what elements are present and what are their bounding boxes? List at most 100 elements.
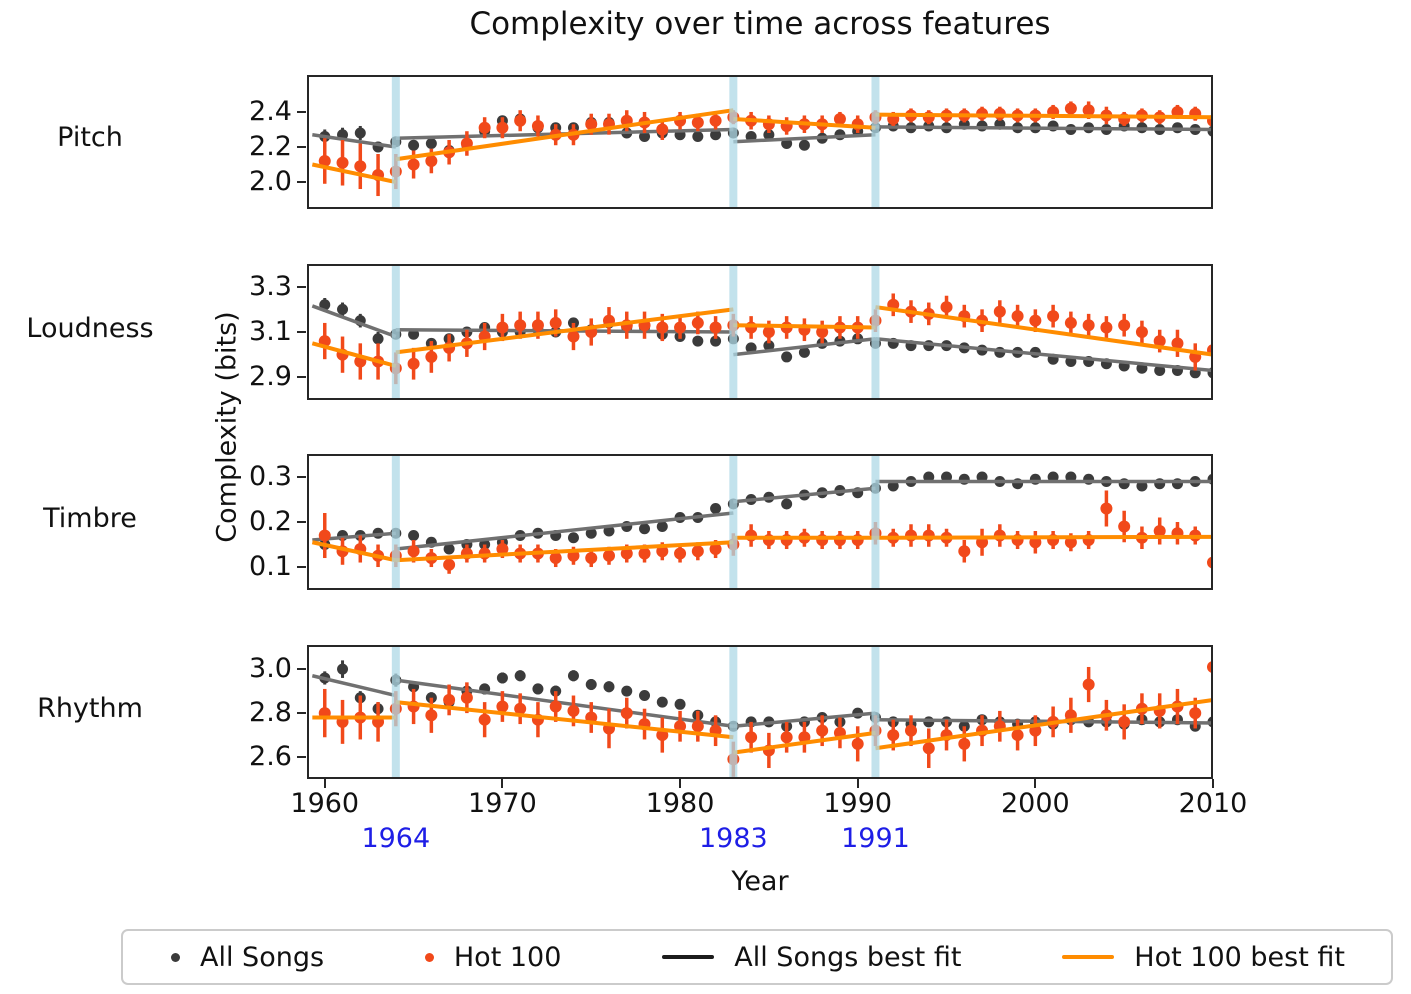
fit-line [311, 341, 397, 368]
fit-line [733, 337, 876, 357]
y-tick-mark [297, 376, 306, 379]
data-point [923, 471, 935, 483]
fit-line [875, 534, 1213, 540]
y-tick-mark [297, 521, 306, 523]
event-band-1964 [391, 75, 400, 209]
fit-line [395, 700, 734, 740]
data-point [1082, 104, 1095, 117]
y-tick-label: 2.2 [249, 130, 292, 162]
data-point [1118, 319, 1131, 332]
event-band-1964 [391, 645, 400, 779]
plot-border [307, 75, 1213, 209]
data-point [798, 731, 811, 744]
data-point [691, 116, 704, 129]
panel-loudness [307, 264, 1213, 400]
x-tick-mark [501, 779, 504, 788]
data-point [674, 720, 687, 733]
data-point [691, 316, 704, 329]
y-tick-label: 0.3 [249, 460, 292, 492]
data-point [496, 321, 509, 334]
data-point [408, 530, 420, 542]
event-band-1983 [729, 645, 738, 779]
panel-pitch [307, 75, 1213, 209]
fit-line [312, 132, 397, 149]
data-point [1171, 337, 1184, 350]
y-tick-mark [297, 712, 306, 715]
rhythm-plot [307, 645, 1213, 779]
y-tick-mark [297, 145, 306, 148]
data-point [425, 155, 438, 168]
data-point [443, 693, 456, 706]
data-point [585, 118, 598, 131]
data-point [709, 543, 722, 556]
data-point [709, 114, 722, 127]
fit-line [875, 305, 1213, 357]
data-point [496, 672, 508, 684]
data-point [567, 330, 580, 343]
event-band-1991 [871, 454, 880, 590]
fit-line [733, 486, 876, 504]
data-point [478, 713, 491, 726]
data-point [674, 321, 687, 334]
data-point [372, 333, 384, 345]
data-point [656, 321, 669, 334]
row-label-loudness: Loudness [26, 313, 154, 344]
data-point [514, 114, 527, 127]
x-tick-mark [1034, 779, 1037, 788]
data-point [1047, 471, 1059, 483]
y-tick-label: 2.4 [249, 95, 292, 127]
x-tick-label: 1980 [645, 788, 715, 819]
data-point [816, 724, 829, 737]
data-point [781, 498, 793, 510]
data-point [1118, 520, 1131, 533]
legend-label: Hot 100 best fit [1134, 941, 1345, 973]
x-tick-label: 2010 [1178, 788, 1248, 819]
data-point [709, 321, 722, 334]
x-tick-mark [856, 779, 859, 788]
data-point [763, 340, 775, 352]
data-point [337, 303, 349, 315]
data-point [763, 129, 775, 141]
fit-line [395, 678, 734, 729]
fit-line [733, 730, 876, 755]
y-tick-label: 2.9 [249, 361, 292, 393]
event-year-annotation-1983: 1983 [698, 823, 768, 854]
y-tick-mark [297, 110, 306, 113]
event-year-annotation-1964: 1964 [361, 823, 431, 854]
y-tick-mark [297, 285, 306, 288]
x-tick-label: 1970 [468, 788, 537, 819]
y-tick-mark [297, 756, 306, 759]
data-point [762, 326, 775, 338]
plot-border [307, 454, 1213, 590]
timbre-plot [307, 454, 1213, 590]
x-tick-mark [1212, 779, 1214, 788]
data-point [1011, 729, 1024, 742]
fit-line [875, 717, 1213, 725]
data-point [549, 316, 562, 329]
data-point [638, 547, 651, 560]
data-point [496, 121, 509, 134]
data-point [710, 129, 722, 141]
data-point [798, 139, 810, 151]
data-point [549, 700, 562, 713]
x-tick-label: 2000 [1000, 788, 1070, 819]
event-band-1964 [391, 454, 400, 590]
data-point [674, 547, 687, 560]
data-point [408, 139, 420, 151]
data-point [443, 543, 455, 555]
data-point [780, 731, 793, 744]
data-point [639, 523, 651, 535]
data-point [1100, 321, 1113, 334]
data-point [656, 521, 668, 533]
fit-line [311, 304, 397, 339]
data-point [656, 123, 669, 136]
data-point [1082, 678, 1095, 691]
data-point [710, 502, 722, 514]
data-point [922, 529, 935, 542]
all-songs-fit-line-icon [662, 955, 715, 959]
data-point [549, 552, 562, 565]
event-band-1983 [729, 264, 738, 400]
data-point [620, 547, 633, 560]
data-point [710, 335, 722, 347]
